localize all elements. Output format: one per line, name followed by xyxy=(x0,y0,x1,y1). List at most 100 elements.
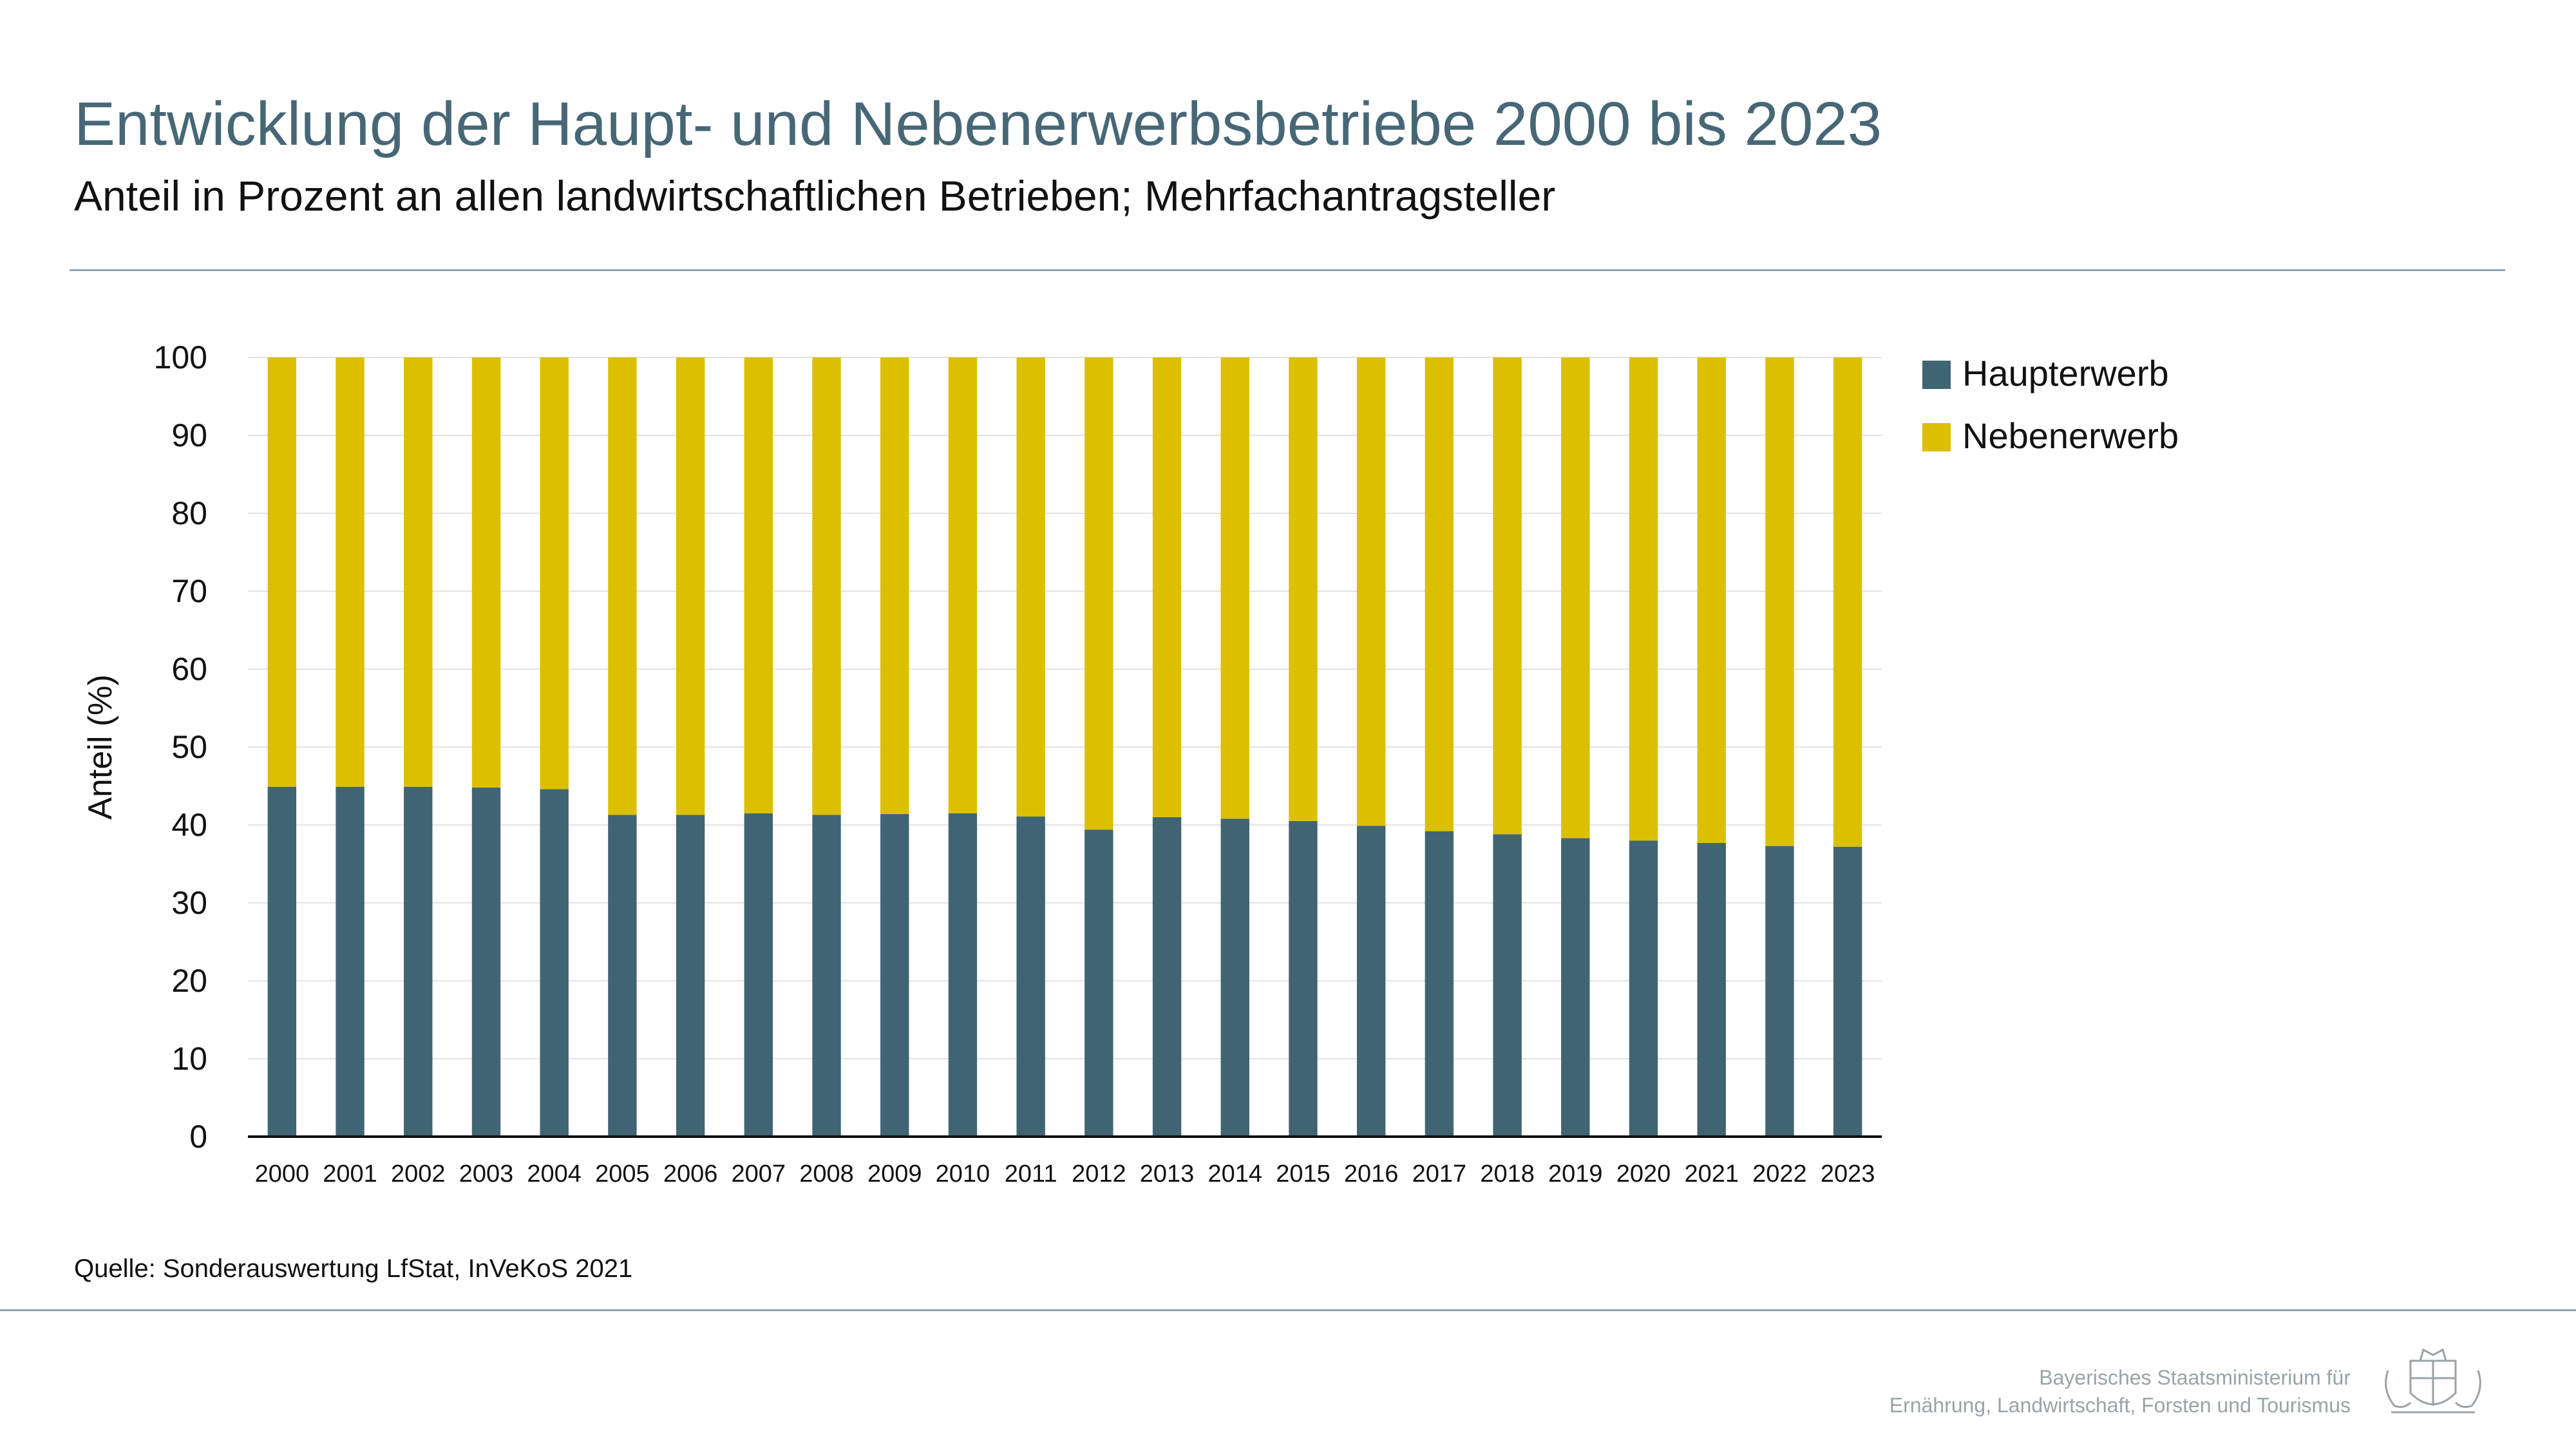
bar-nebenerwerb-2005 xyxy=(608,357,637,815)
bar-nebenerwerb-2007 xyxy=(744,357,773,813)
legend-label-haupterwerb: Haupterwerb xyxy=(1962,353,2169,393)
x-tick-label: 2001 xyxy=(323,1160,377,1188)
x-tick-label: 2020 xyxy=(1616,1160,1671,1188)
y-tick-label: 40 xyxy=(171,807,207,843)
bar-haupterwerb-2001 xyxy=(336,786,365,1137)
bar-nebenerwerb-2023 xyxy=(1833,357,1862,847)
ministry-name: Bayerisches Staatsministerium für Ernähr… xyxy=(1889,1364,2351,1419)
bar-haupterwerb-2009 xyxy=(880,814,909,1137)
bar-haupterwerb-2006 xyxy=(676,815,705,1137)
ministry-line-1: Bayerisches Staatsministerium für xyxy=(2039,1366,2351,1389)
bar-haupterwerb-2021 xyxy=(1697,842,1726,1137)
y-tick-label: 90 xyxy=(171,417,207,453)
y-tick-label: 100 xyxy=(154,339,207,375)
bar-nebenerwerb-2008 xyxy=(812,357,841,815)
bar-series xyxy=(267,357,1862,1137)
x-tick-label: 2010 xyxy=(936,1160,990,1188)
bar-nebenerwerb-2001 xyxy=(336,357,365,787)
y-tick-labels: 0 10 20 30 40 50 60 70 80 90 100 xyxy=(154,339,207,1155)
x-tick-label: 2018 xyxy=(1480,1160,1535,1188)
bar-haupterwerb-2005 xyxy=(608,815,637,1137)
bar-haupterwerb-2023 xyxy=(1833,846,1862,1137)
bar-nebenerwerb-2020 xyxy=(1629,357,1658,841)
bar-nebenerwerb-2018 xyxy=(1493,357,1522,835)
bar-nebenerwerb-2017 xyxy=(1425,357,1454,831)
bar-nebenerwerb-2011 xyxy=(1016,357,1045,817)
bar-nebenerwerb-2013 xyxy=(1152,357,1182,817)
bar-haupterwerb-2013 xyxy=(1152,817,1182,1137)
bar-haupterwerb-2018 xyxy=(1493,834,1522,1137)
y-tick-label: 30 xyxy=(171,885,207,921)
x-tick-label: 2016 xyxy=(1344,1160,1399,1188)
bar-haupterwerb-2015 xyxy=(1289,820,1318,1137)
legend: Haupterwerb Nebenerwerb xyxy=(1922,353,2179,456)
bar-nebenerwerb-2016 xyxy=(1356,357,1386,826)
footer-divider xyxy=(0,1309,2576,1311)
bar-nebenerwerb-2000 xyxy=(267,357,297,787)
bar-haupterwerb-2016 xyxy=(1356,826,1386,1137)
page-subtitle: Anteil in Prozent an allen landwirtschaf… xyxy=(74,172,1556,220)
bar-haupterwerb-2007 xyxy=(744,813,773,1137)
bar-haupterwerb-2002 xyxy=(404,786,433,1137)
stacked-bar-chart: 0 10 20 30 40 50 60 70 80 90 100 2000 2001 2002 2003 2… xyxy=(82,339,2179,1188)
bar-nebenerwerb-2004 xyxy=(540,357,569,790)
bar-haupterwerb-2010 xyxy=(948,813,978,1137)
x-tick-label: 2023 xyxy=(1821,1160,1875,1188)
bar-nebenerwerb-2015 xyxy=(1289,357,1318,821)
x-tick-label: 2007 xyxy=(732,1160,786,1188)
bar-haupterwerb-2019 xyxy=(1561,838,1590,1137)
bar-nebenerwerb-2002 xyxy=(404,357,433,787)
y-tick-label: 20 xyxy=(171,963,207,999)
x-tick-label: 2006 xyxy=(663,1160,718,1188)
header-divider xyxy=(70,269,2505,271)
bavarian-coat-of-arms-icon xyxy=(2385,1348,2481,1414)
y-tick-label: 80 xyxy=(171,495,207,531)
y-tick-label: 70 xyxy=(171,573,207,609)
bar-nebenerwerb-2019 xyxy=(1561,357,1590,838)
y-tick-label: 0 xyxy=(189,1119,207,1155)
bar-haupterwerb-2014 xyxy=(1220,819,1249,1137)
bar-nebenerwerb-2012 xyxy=(1084,357,1113,830)
bar-haupterwerb-2020 xyxy=(1629,840,1658,1137)
bar-nebenerwerb-2006 xyxy=(676,357,705,815)
y-tick-label: 60 xyxy=(171,651,207,687)
x-tick-label: 2022 xyxy=(1752,1160,1807,1188)
x-tick-label: 2012 xyxy=(1072,1160,1126,1188)
bar-nebenerwerb-2009 xyxy=(880,357,909,815)
bar-nebenerwerb-2022 xyxy=(1765,357,1794,846)
x-tick-label: 2005 xyxy=(595,1160,650,1188)
x-tick-label: 2011 xyxy=(1005,1160,1057,1188)
x-tick-label: 2013 xyxy=(1140,1160,1195,1188)
bar-haupterwerb-2012 xyxy=(1084,829,1113,1137)
x-tick-label: 2002 xyxy=(391,1160,446,1188)
bar-nebenerwerb-2010 xyxy=(948,357,978,813)
bar-nebenerwerb-2003 xyxy=(471,357,501,788)
x-tick-label: 2009 xyxy=(867,1160,922,1188)
x-tick-label: 2021 xyxy=(1684,1160,1739,1188)
legend-swatch-nebenerwerb xyxy=(1922,423,1951,451)
y-tick-label: 50 xyxy=(171,729,207,765)
bar-haupterwerb-2022 xyxy=(1765,846,1794,1137)
legend-label-nebenerwerb: Nebenerwerb xyxy=(1962,415,2179,456)
x-tick-label: 2003 xyxy=(459,1160,514,1188)
x-tick-label: 2019 xyxy=(1548,1160,1603,1188)
gridlines xyxy=(248,357,1882,1059)
bar-haupterwerb-2008 xyxy=(812,815,841,1137)
legend-swatch-haupterwerb xyxy=(1922,361,1951,389)
bar-haupterwerb-2000 xyxy=(267,786,297,1137)
bar-nebenerwerb-2021 xyxy=(1697,357,1726,843)
x-tick-label: 2017 xyxy=(1412,1160,1467,1188)
bar-haupterwerb-2004 xyxy=(540,789,569,1137)
y-tick-label: 10 xyxy=(171,1041,207,1077)
bar-haupterwerb-2003 xyxy=(471,787,501,1137)
ministry-line-2: Ernährung, Landwirtschaft, Forsten und T… xyxy=(1889,1394,2351,1417)
y-axis-label: Anteil (%) xyxy=(82,674,119,819)
bar-haupterwerb-2017 xyxy=(1425,831,1454,1137)
bar-nebenerwerb-2014 xyxy=(1220,357,1249,819)
x-tick-label: 2004 xyxy=(527,1160,582,1188)
source-note: Quelle: Sonderauswertung LfStat, InVeKoS… xyxy=(74,1255,633,1283)
page-title: Entwicklung der Haupt- und Nebenerwerbsb… xyxy=(74,90,1882,158)
x-tick-label: 2015 xyxy=(1276,1160,1331,1188)
x-tick-label: 2000 xyxy=(255,1160,310,1188)
x-tick-labels: 2000 2001 2002 2003 2004 2005 2006 2007 2008 2009… xyxy=(255,1160,1875,1188)
